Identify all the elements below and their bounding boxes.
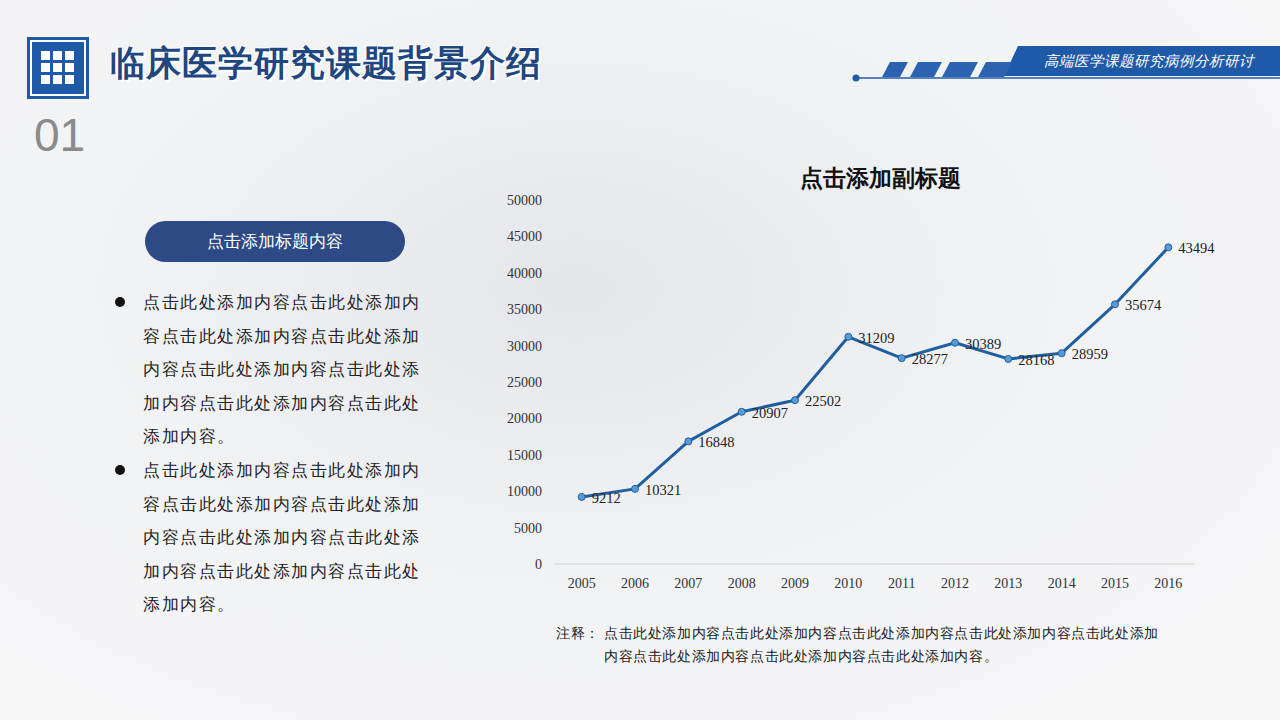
bullet-dot	[115, 297, 125, 307]
note: 注释：点击此处添加内容点击此处添加内容点击此处添加内容点击此处添加内容点击此处添…	[556, 622, 1169, 668]
plot-area	[578, 244, 1172, 501]
tag-stripe	[910, 62, 942, 77]
tag-stripe	[978, 62, 1012, 77]
bullet-text: 点击此处添加内容点击此处添加内容点击此处添加内容点击此处添加内容点击此处添加内容…	[143, 454, 429, 622]
x-tick-label: 2006	[621, 576, 649, 591]
y-tick-label: 25000	[507, 375, 542, 390]
x-tick-label: 2013	[994, 576, 1022, 591]
data-label: 43494	[1178, 240, 1215, 256]
x-tick-label: 2015	[1101, 576, 1129, 591]
marker	[1112, 301, 1119, 308]
tag-banner	[1004, 46, 1280, 76]
y-tick-label: 20000	[507, 411, 542, 426]
y-tick-label: 0	[535, 557, 542, 572]
x-tick-label: 2016	[1154, 576, 1182, 591]
x-tick-label: 2010	[834, 576, 862, 591]
data-label: 28168	[1018, 352, 1054, 368]
icon-box	[27, 37, 89, 99]
marker	[1005, 355, 1012, 362]
decoration	[27, 37, 1280, 99]
tag-stripe	[882, 62, 908, 77]
icon-cell	[41, 51, 50, 60]
tagline: 高端医学课题研究病例分析研讨	[1018, 46, 1280, 76]
data-label: 20907	[752, 405, 788, 421]
line	[582, 247, 1169, 497]
chart-title: 点击添加副标题	[800, 165, 961, 191]
data-label: 31209	[858, 330, 894, 346]
icon-cell	[65, 75, 74, 84]
data-label: 28959	[1072, 346, 1108, 362]
section-number: 01	[34, 108, 85, 162]
y-tick-label: 35000	[507, 302, 542, 317]
note-label: 注释：	[556, 622, 600, 645]
x-tick-label: 2014	[1048, 576, 1076, 591]
marker	[578, 493, 585, 500]
x-tick-label: 2012	[941, 576, 969, 591]
y-tick-label: 30000	[507, 339, 542, 354]
icon-cell	[65, 51, 74, 60]
y-tick-label: 15000	[507, 448, 542, 463]
x-tick-label: 2011	[888, 576, 915, 591]
y-tick-label: 10000	[507, 484, 542, 499]
marker	[898, 355, 905, 362]
icon-cell	[53, 51, 62, 60]
section-label: 点击添加标题内容	[145, 221, 405, 262]
icon-cell	[53, 63, 62, 72]
marker	[685, 438, 692, 445]
marker	[1165, 244, 1172, 251]
marker	[738, 408, 745, 415]
marker	[1058, 350, 1065, 357]
marker	[792, 397, 799, 404]
slide-title: 临床医学研究课题背景介绍	[110, 40, 542, 87]
data-label: 22502	[805, 393, 841, 409]
icon-cell	[53, 75, 62, 84]
icon-cell	[41, 63, 50, 72]
y-tick-label: 5000	[514, 521, 542, 536]
data-label: 28277	[912, 351, 948, 367]
note-text: 点击此处添加内容点击此处添加内容点击此处添加内容点击此处添加内容点击此处添加内容…	[604, 622, 1169, 668]
marker	[845, 333, 852, 340]
y-tick-label: 40000	[507, 266, 542, 281]
x-tick-label: 2008	[728, 576, 756, 591]
bullet: 点击此处添加内容点击此处添加内容点击此处添加内容点击此处添加内容点击此处添加内容…	[112, 286, 412, 454]
icon-frame	[31, 41, 85, 95]
data-label: 35674	[1125, 297, 1162, 313]
y-tick-label: 45000	[507, 229, 542, 244]
y-tick-label: 50000	[507, 193, 542, 208]
bullet-dot	[115, 465, 125, 475]
bullet: 点击此处添加内容点击此处添加内容点击此处添加内容点击此处添加内容点击此处添加内容…	[112, 454, 412, 622]
data-label: 9212	[592, 490, 621, 506]
data-label: 10321	[645, 482, 681, 498]
x-tick-label: 2007	[674, 576, 702, 591]
bullet-text: 点击此处添加内容点击此处添加内容点击此处添加内容点击此处添加内容点击此处添加内容…	[143, 286, 429, 454]
x-tick-label: 2005	[568, 576, 596, 591]
chart: 点击添加副标题 0 5000 10000 15000 20000 25000 30000 350…	[507, 165, 1215, 591]
marker	[952, 339, 959, 346]
data-label: 30389	[965, 336, 1001, 352]
icon-cell	[65, 63, 74, 72]
marker	[632, 485, 639, 492]
tag-stripe	[942, 62, 978, 77]
tag-dot	[853, 75, 860, 82]
tag-rule	[856, 77, 1280, 79]
icon-cell	[41, 75, 50, 84]
x-tick-label: 2009	[781, 576, 809, 591]
data-label: 16848	[698, 434, 734, 450]
x-axis	[555, 564, 1195, 565]
